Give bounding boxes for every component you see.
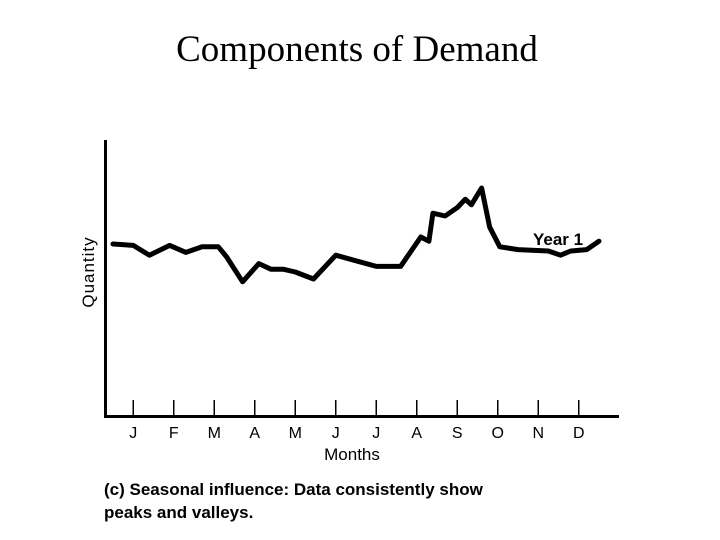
x-tick-label-10: N	[532, 425, 544, 442]
x-tick-label-9: O	[492, 425, 504, 442]
series-label-year-1: Year 1	[533, 230, 583, 249]
chart-title: Components of Demand	[176, 29, 538, 70]
axes	[104, 140, 619, 418]
x-tick-label-11: D	[573, 425, 585, 442]
x-ticks	[132, 400, 580, 417]
x-tick-label-5: J	[332, 425, 340, 442]
y-axis-label: Quantity	[79, 236, 98, 307]
x-axis-label: Months	[324, 445, 380, 464]
x-tick-label-3: A	[249, 425, 260, 442]
caption: (c) Seasonal influence: Data consistentl…	[104, 478, 574, 524]
x-tick-label-4: M	[289, 425, 302, 442]
x-tick-label-7: A	[411, 425, 422, 442]
x-tick-label-6: J	[372, 425, 380, 442]
caption-line-2: peaks and valleys.	[104, 503, 254, 522]
caption-line-1: (c) Seasonal influence: Data consistentl…	[104, 480, 483, 499]
x-tick-label-2: M	[208, 425, 221, 442]
x-tick-label-1: F	[169, 425, 179, 442]
series-line-0	[110, 185, 602, 285]
x-tick-label-8: S	[452, 425, 463, 442]
series-group	[110, 185, 602, 285]
x-tick-label-0: J	[129, 425, 137, 442]
